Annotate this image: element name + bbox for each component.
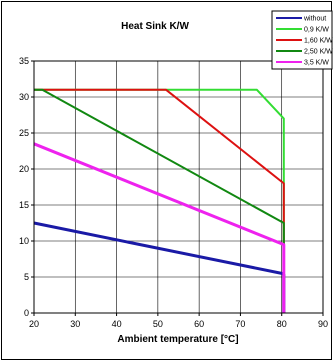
x-axis-title: Ambient temperature [°C] xyxy=(117,334,238,345)
series-layer xyxy=(33,88,286,313)
x-tick-label: 30 xyxy=(70,319,80,329)
legend-label: 3,5 K/W xyxy=(304,60,329,67)
grid-lines xyxy=(34,61,323,313)
x-tick-label: 50 xyxy=(153,319,163,329)
y-tick-label: 35 xyxy=(19,56,29,66)
x-tick-label: 70 xyxy=(235,319,245,329)
y-tick-label: 30 xyxy=(19,92,29,102)
tick-labels: 20 30 40 50 60 70 80 90 0 5 10 15 20 25 30 35 xyxy=(19,56,328,329)
x-tick-label: 80 xyxy=(277,319,287,329)
legend-label: 2,50 K/W xyxy=(304,49,333,56)
legend-label: 0,9 K/W xyxy=(304,27,329,34)
chart-title: Heat Sink K/W xyxy=(121,21,189,32)
y-tick-label: 10 xyxy=(19,236,29,246)
legend: without 0,9 K/W 1,60 K/W 2,50 K/W 3,5 K/W xyxy=(271,10,333,70)
y-tick-label: 5 xyxy=(24,272,29,282)
x-tick-label: 20 xyxy=(29,319,39,329)
series-line-5 xyxy=(33,142,286,313)
y-tick-label: 15 xyxy=(19,200,29,210)
x-tick-label: 60 xyxy=(194,319,204,329)
y-tick-label: 20 xyxy=(19,164,29,174)
plot-area xyxy=(33,60,324,314)
x-tick-label: 40 xyxy=(112,319,122,329)
y-tick-label: 25 xyxy=(19,128,29,138)
legend-label: 1,60 K/W xyxy=(304,38,333,45)
legend-label: without xyxy=(303,16,326,23)
x-tick-label: 90 xyxy=(318,319,328,329)
y-tick-label: 0 xyxy=(24,308,29,318)
